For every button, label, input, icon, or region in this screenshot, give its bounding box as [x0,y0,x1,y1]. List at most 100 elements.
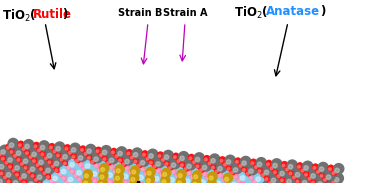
Circle shape [153,166,165,178]
Circle shape [153,175,155,178]
Circle shape [45,167,56,179]
Circle shape [186,174,191,178]
Circle shape [230,177,242,183]
Circle shape [8,171,12,176]
Circle shape [85,182,92,183]
Circle shape [226,160,231,164]
Circle shape [55,169,58,172]
Circle shape [178,171,183,175]
Circle shape [74,174,77,177]
Circle shape [214,167,221,174]
Circle shape [83,171,86,174]
Circle shape [208,162,211,165]
Circle shape [43,182,55,183]
Circle shape [129,172,136,179]
Circle shape [11,180,19,183]
Circle shape [21,178,29,183]
Circle shape [71,148,76,152]
Circle shape [100,179,107,183]
Circle shape [257,167,264,174]
Circle shape [61,169,66,174]
Circle shape [301,169,304,172]
Circle shape [128,168,135,175]
Circle shape [163,170,167,174]
Circle shape [230,181,233,183]
Circle shape [314,182,321,183]
Circle shape [238,161,245,169]
Circle shape [132,170,136,174]
Circle shape [135,176,142,183]
Circle shape [54,151,65,162]
Circle shape [179,160,187,168]
Circle shape [184,178,196,183]
Circle shape [143,178,150,183]
Circle shape [130,182,135,183]
Circle shape [253,172,260,179]
Circle shape [59,155,66,162]
Circle shape [51,171,62,182]
Circle shape [70,172,74,176]
Circle shape [98,170,108,181]
Circle shape [278,166,290,178]
Circle shape [195,167,199,171]
Circle shape [171,172,175,177]
Circle shape [145,174,155,183]
Circle shape [17,160,24,167]
Circle shape [178,180,186,183]
Circle shape [145,182,156,183]
Circle shape [108,177,113,182]
Circle shape [53,170,64,181]
Circle shape [250,158,257,166]
Circle shape [233,168,238,172]
Circle shape [3,168,11,175]
Circle shape [28,162,35,169]
Circle shape [86,163,93,170]
Circle shape [14,175,19,180]
Circle shape [223,179,234,183]
Circle shape [260,171,268,178]
Circle shape [60,159,72,170]
Circle shape [153,175,165,183]
Circle shape [125,176,128,179]
Circle shape [133,157,140,164]
Circle shape [178,180,182,183]
Circle shape [211,168,215,172]
Circle shape [31,181,35,183]
Circle shape [28,152,35,160]
Circle shape [319,171,326,178]
Circle shape [218,166,226,173]
Circle shape [5,161,8,164]
Circle shape [185,159,197,171]
Circle shape [29,175,40,183]
Circle shape [66,182,77,183]
Circle shape [16,155,23,163]
Circle shape [9,162,13,166]
Circle shape [177,169,187,179]
Circle shape [2,173,9,180]
Circle shape [132,147,143,159]
Circle shape [21,163,33,175]
Circle shape [37,149,40,152]
Circle shape [64,176,67,179]
Circle shape [5,171,17,183]
Circle shape [3,182,14,183]
Circle shape [98,175,109,183]
Circle shape [160,165,167,172]
Circle shape [70,163,74,167]
Circle shape [56,147,60,151]
Circle shape [315,177,322,183]
Circle shape [13,173,15,176]
Circle shape [46,168,50,173]
Circle shape [130,156,133,159]
Circle shape [33,164,36,167]
Circle shape [116,146,127,158]
Circle shape [192,176,203,183]
Circle shape [177,169,180,172]
Circle shape [178,175,185,182]
Circle shape [67,176,70,178]
Circle shape [126,171,129,174]
Circle shape [298,181,305,183]
Circle shape [28,175,31,178]
Circle shape [30,147,42,158]
Circle shape [23,163,30,171]
